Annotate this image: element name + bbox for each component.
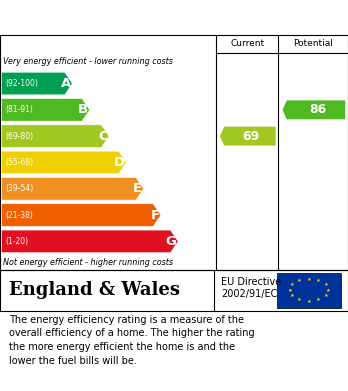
Polygon shape	[1, 178, 144, 200]
Text: Very energy efficient - lower running costs: Very energy efficient - lower running co…	[3, 57, 173, 66]
Text: England & Wales: England & Wales	[9, 281, 180, 300]
Text: ★: ★	[316, 278, 321, 283]
Text: (55-68): (55-68)	[6, 158, 34, 167]
Text: ★: ★	[326, 288, 331, 293]
Text: ★: ★	[316, 298, 321, 302]
Polygon shape	[1, 125, 109, 147]
Text: G: G	[166, 235, 177, 248]
Text: EU Directive
2002/91/EC: EU Directive 2002/91/EC	[221, 278, 281, 299]
Text: ★: ★	[307, 277, 311, 282]
Polygon shape	[1, 230, 178, 253]
Text: 69: 69	[243, 130, 260, 143]
Polygon shape	[220, 127, 276, 145]
Text: (21-38): (21-38)	[6, 211, 33, 220]
Bar	[277, 273, 341, 308]
Text: F: F	[150, 208, 159, 222]
Text: ★: ★	[297, 278, 302, 283]
Text: Energy Efficiency Rating: Energy Efficiency Rating	[9, 10, 249, 29]
Polygon shape	[283, 100, 345, 119]
Polygon shape	[1, 204, 161, 226]
Polygon shape	[1, 151, 126, 174]
Text: Potential: Potential	[293, 39, 333, 48]
Text: A: A	[61, 77, 71, 90]
Polygon shape	[1, 72, 72, 95]
Text: ★: ★	[287, 288, 292, 293]
Polygon shape	[1, 99, 90, 121]
Text: The energy efficiency rating is a measure of the
overall efficiency of a home. T: The energy efficiency rating is a measur…	[9, 315, 254, 366]
Text: ★: ★	[297, 298, 302, 302]
Text: (81-91): (81-91)	[6, 105, 33, 114]
Text: 86: 86	[309, 103, 326, 117]
Text: Current: Current	[230, 39, 264, 48]
Text: ★: ★	[290, 293, 294, 298]
Text: (39-54): (39-54)	[6, 184, 34, 193]
Text: C: C	[98, 130, 108, 143]
Text: E: E	[133, 182, 142, 195]
Text: (1-20): (1-20)	[6, 237, 29, 246]
Text: (92-100): (92-100)	[6, 79, 38, 88]
Text: ★: ★	[323, 282, 328, 287]
Text: (69-80): (69-80)	[6, 132, 34, 141]
Text: B: B	[78, 103, 88, 117]
Text: ★: ★	[307, 299, 311, 304]
Text: D: D	[114, 156, 125, 169]
Text: ★: ★	[290, 282, 294, 287]
Text: Not energy efficient - higher running costs: Not energy efficient - higher running co…	[3, 258, 173, 267]
Text: ★: ★	[323, 293, 328, 298]
